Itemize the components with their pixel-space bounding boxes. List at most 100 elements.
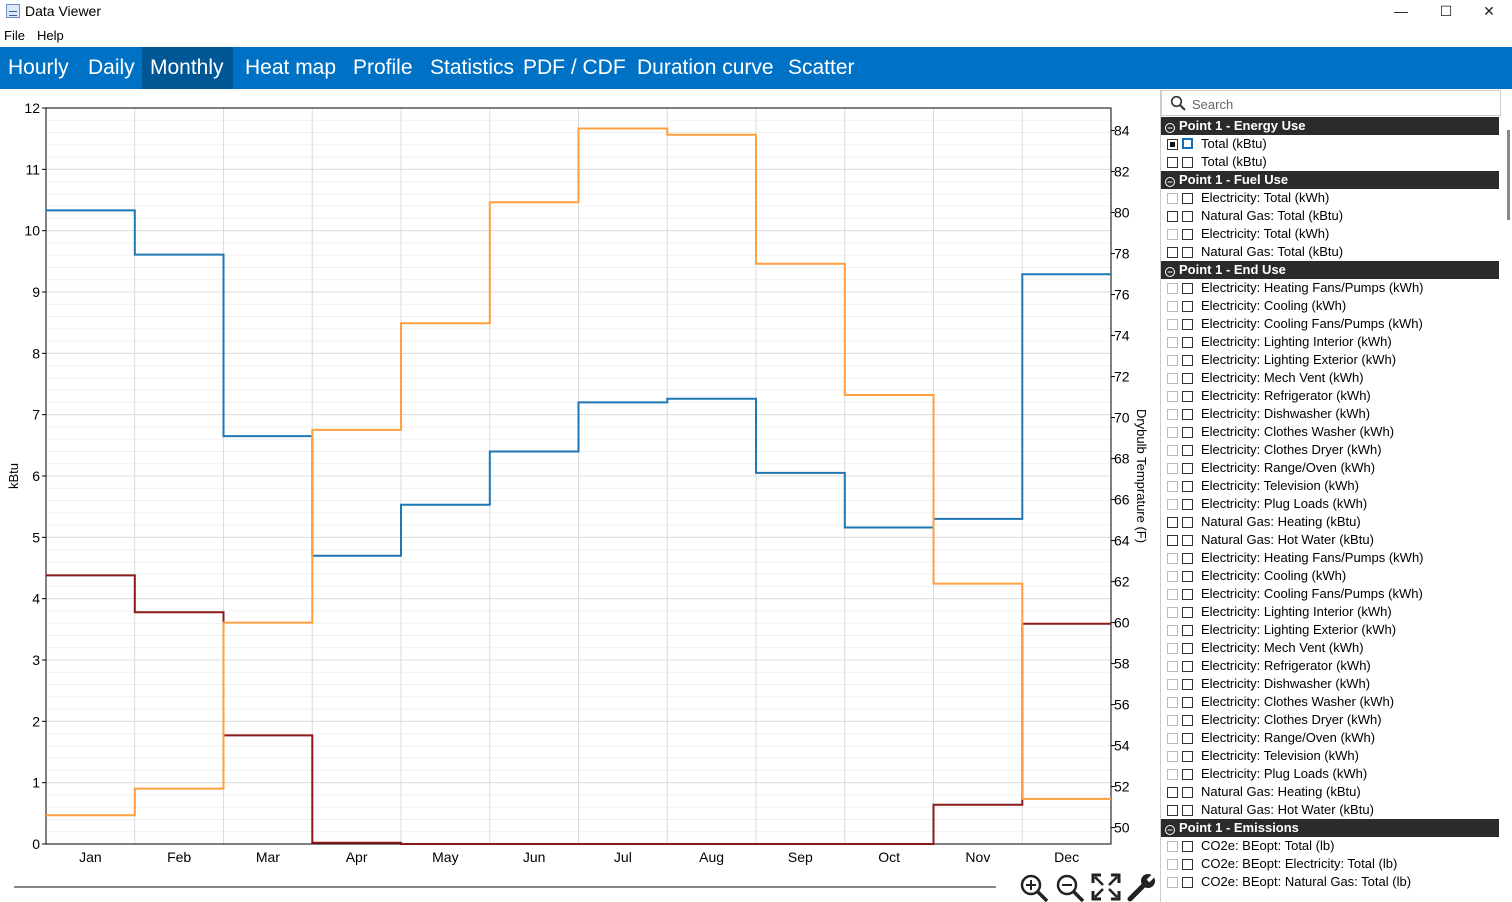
left-axis-checkbox[interactable]	[1167, 859, 1178, 870]
left-axis-checkbox[interactable]	[1167, 283, 1178, 294]
tab-scatter[interactable]: Scatter	[788, 56, 855, 79]
series-item[interactable]: Electricity: Heating Fans/Pumps (kWh)	[1161, 549, 1499, 567]
right-axis-checkbox[interactable]	[1182, 661, 1193, 672]
left-axis-checkbox[interactable]	[1167, 661, 1178, 672]
series-item[interactable]: Electricity: Cooling (kWh)	[1161, 567, 1499, 585]
right-axis-checkbox[interactable]	[1182, 337, 1193, 348]
collapse-icon[interactable]: −	[1165, 177, 1175, 187]
left-axis-checkbox[interactable]	[1167, 679, 1178, 690]
series-item[interactable]: Electricity: Range/Oven (kWh)	[1161, 459, 1499, 477]
series-item[interactable]: Natural Gas: Hot Water (kBtu)	[1161, 531, 1499, 549]
series-item[interactable]: Electricity: Cooling Fans/Pumps (kWh)	[1161, 585, 1499, 603]
left-axis-checkbox[interactable]	[1167, 787, 1178, 798]
right-axis-checkbox[interactable]	[1182, 679, 1193, 690]
series-item[interactable]: Electricity: Television (kWh)	[1161, 477, 1499, 495]
right-axis-checkbox[interactable]	[1182, 571, 1193, 582]
panel-vertical-scrollbar[interactable]	[1507, 130, 1510, 220]
series-item[interactable]: Electricity: Cooling Fans/Pumps (kWh)	[1161, 315, 1499, 333]
left-axis-checkbox[interactable]	[1167, 229, 1178, 240]
left-axis-checkbox[interactable]	[1167, 139, 1178, 150]
left-axis-checkbox[interactable]	[1167, 877, 1178, 888]
left-axis-checkbox[interactable]	[1167, 211, 1178, 222]
left-axis-checkbox[interactable]	[1167, 805, 1178, 816]
left-axis-checkbox[interactable]	[1167, 463, 1178, 474]
collapse-icon[interactable]: −	[1165, 267, 1175, 277]
right-axis-checkbox[interactable]	[1182, 247, 1193, 258]
left-axis-checkbox[interactable]	[1167, 643, 1178, 654]
right-axis-checkbox[interactable]	[1182, 787, 1193, 798]
series-item[interactable]: Electricity: Lighting Exterior (kWh)	[1161, 351, 1499, 369]
right-axis-checkbox[interactable]	[1182, 715, 1193, 726]
left-axis-checkbox[interactable]	[1167, 751, 1178, 762]
right-axis-checkbox[interactable]	[1182, 769, 1193, 780]
series-item[interactable]: Electricity: Range/Oven (kWh)	[1161, 729, 1499, 747]
right-axis-checkbox[interactable]	[1182, 283, 1193, 294]
left-axis-checkbox[interactable]	[1167, 607, 1178, 618]
series-item[interactable]: Natural Gas: Heating (kBtu)	[1161, 783, 1499, 801]
group-header[interactable]: − Point 1 - End Use	[1161, 261, 1499, 279]
right-axis-checkbox[interactable]	[1182, 517, 1193, 528]
right-axis-checkbox[interactable]	[1182, 138, 1193, 149]
series-item[interactable]: Electricity: Cooling (kWh)	[1161, 297, 1499, 315]
left-axis-checkbox[interactable]	[1167, 733, 1178, 744]
series-item[interactable]: Natural Gas: Hot Water (kBtu)	[1161, 801, 1499, 819]
horizontal-scrollbar[interactable]	[14, 886, 996, 888]
search-input[interactable]	[1192, 94, 1492, 114]
left-axis-checkbox[interactable]	[1167, 571, 1178, 582]
series-line-2[interactable]	[46, 574, 1111, 845]
right-axis-checkbox[interactable]	[1182, 301, 1193, 312]
settings-wrench-icon[interactable]	[1126, 872, 1158, 902]
left-axis-checkbox[interactable]	[1167, 553, 1178, 564]
right-axis-checkbox[interactable]	[1182, 445, 1193, 456]
series-item[interactable]: Natural Gas: Total (kBtu)	[1161, 243, 1499, 261]
series-item[interactable]: Total (kBtu)	[1161, 153, 1499, 171]
right-axis-checkbox[interactable]	[1182, 427, 1193, 438]
right-axis-checkbox[interactable]	[1182, 409, 1193, 420]
group-header[interactable]: − Point 1 - Emissions	[1161, 819, 1499, 837]
series-item[interactable]: Electricity: Total (kWh)	[1161, 225, 1499, 243]
series-item[interactable]: Electricity: Lighting Interior (kWh)	[1161, 333, 1499, 351]
series-item[interactable]: Electricity: Heating Fans/Pumps (kWh)	[1161, 279, 1499, 297]
series-item[interactable]: CO2e: BEopt: Natural Gas: Total (lb)	[1161, 873, 1499, 891]
series-item[interactable]: Total (kBtu)	[1161, 135, 1499, 153]
left-axis-checkbox[interactable]	[1167, 697, 1178, 708]
maximize-button[interactable]: ☐	[1439, 3, 1453, 19]
group-header[interactable]: − Point 1 - Fuel Use	[1161, 171, 1499, 189]
left-axis-checkbox[interactable]	[1167, 481, 1178, 492]
right-axis-checkbox[interactable]	[1182, 535, 1193, 546]
left-axis-checkbox[interactable]	[1167, 535, 1178, 546]
left-axis-checkbox[interactable]	[1167, 589, 1178, 600]
series-item[interactable]: Electricity: Clothes Dryer (kWh)	[1161, 711, 1499, 729]
right-axis-checkbox[interactable]	[1182, 229, 1193, 240]
series-item[interactable]: Electricity: Mech Vent (kWh)	[1161, 639, 1499, 657]
right-axis-checkbox[interactable]	[1182, 391, 1193, 402]
left-axis-checkbox[interactable]	[1167, 625, 1178, 636]
right-axis-checkbox[interactable]	[1182, 751, 1193, 762]
right-axis-checkbox[interactable]	[1182, 607, 1193, 618]
right-axis-checkbox[interactable]	[1182, 841, 1193, 852]
series-item[interactable]: CO2e: BEopt: Total (lb)	[1161, 837, 1499, 855]
series-item[interactable]: Electricity: Clothes Dryer (kWh)	[1161, 441, 1499, 459]
right-axis-checkbox[interactable]	[1182, 805, 1193, 816]
series-item[interactable]: Electricity: Clothes Washer (kWh)	[1161, 423, 1499, 441]
series-item[interactable]: CO2e: BEopt: Electricity: Total (lb)	[1161, 855, 1499, 873]
left-axis-checkbox[interactable]	[1167, 301, 1178, 312]
right-axis-checkbox[interactable]	[1182, 373, 1193, 384]
series-item[interactable]: Electricity: Total (kWh)	[1161, 189, 1499, 207]
series-item[interactable]: Electricity: Mech Vent (kWh)	[1161, 369, 1499, 387]
fit-to-view-icon[interactable]	[1090, 872, 1122, 902]
series-item[interactable]: Electricity: Clothes Washer (kWh)	[1161, 693, 1499, 711]
right-axis-checkbox[interactable]	[1182, 733, 1193, 744]
menu-file[interactable]: File	[4, 28, 25, 43]
series-line-3[interactable]	[46, 127, 1111, 817]
right-axis-checkbox[interactable]	[1182, 481, 1193, 492]
collapse-icon[interactable]: −	[1165, 825, 1175, 835]
left-axis-checkbox[interactable]	[1167, 193, 1178, 204]
group-header[interactable]: − Point 1 - Energy Use	[1161, 117, 1499, 135]
left-axis-checkbox[interactable]	[1167, 319, 1178, 330]
zoom-out-icon[interactable]	[1054, 872, 1086, 902]
close-button[interactable]: ✕	[1483, 3, 1495, 19]
series-item[interactable]: Electricity: Refrigerator (kWh)	[1161, 387, 1499, 405]
series-item[interactable]: Electricity: Plug Loads (kWh)	[1161, 495, 1499, 513]
left-axis-checkbox[interactable]	[1167, 373, 1178, 384]
